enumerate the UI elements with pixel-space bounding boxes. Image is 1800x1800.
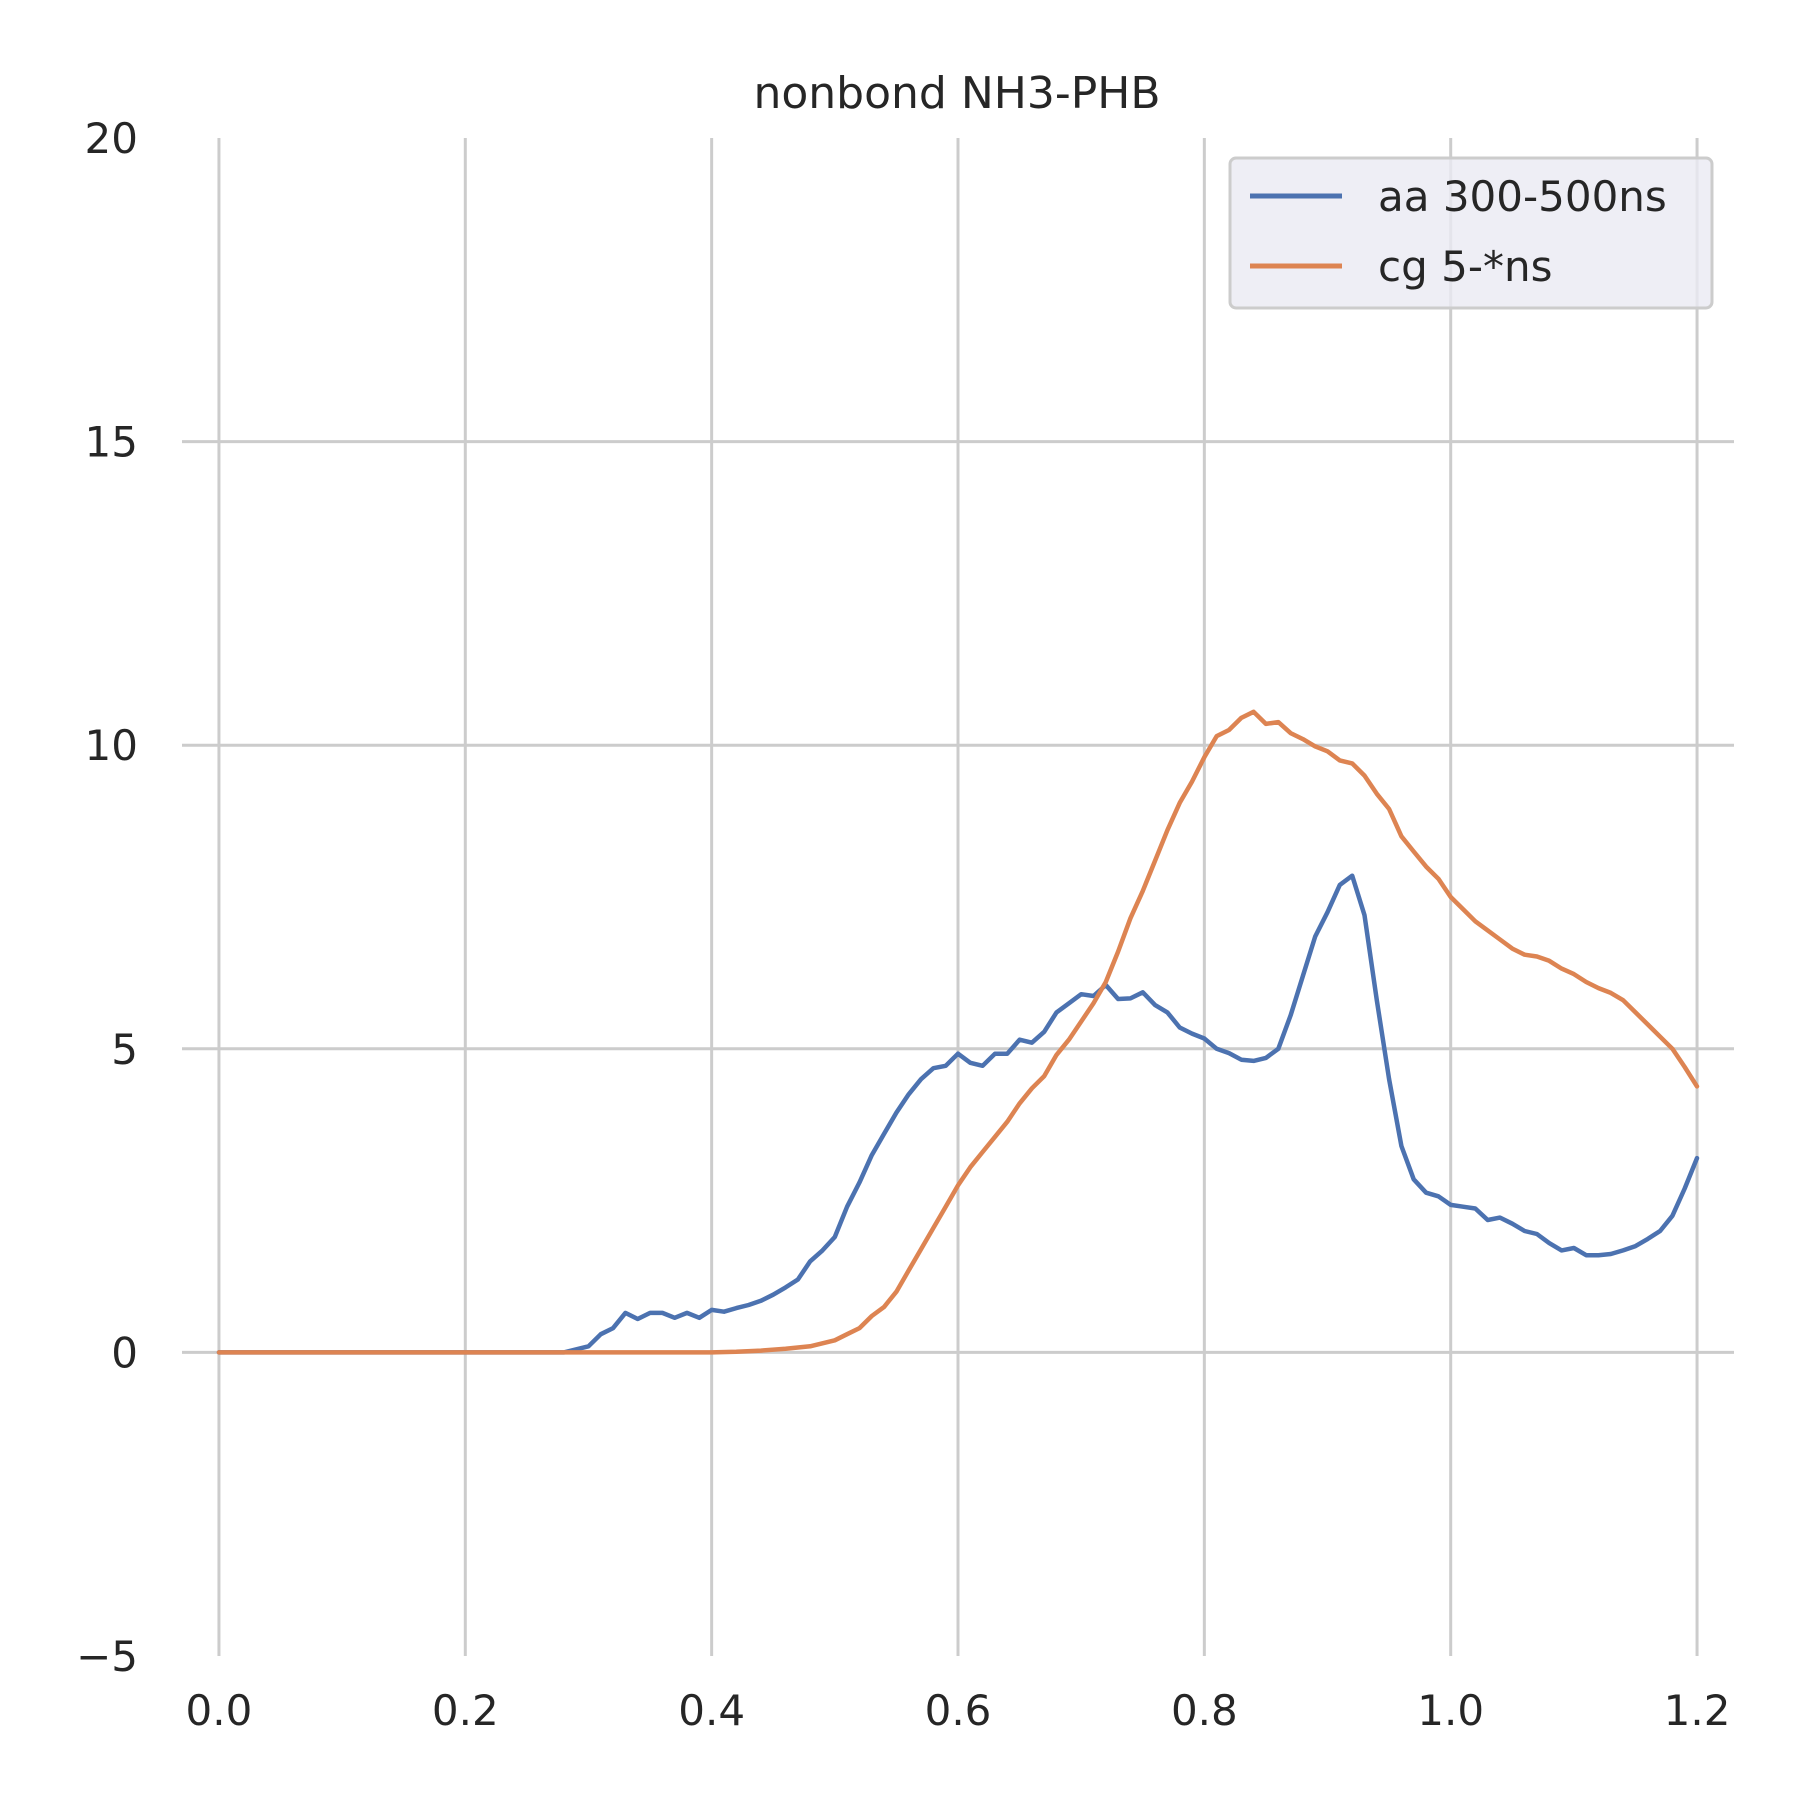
y-tick-label: 10 — [85, 721, 138, 770]
series-lines — [216, 709, 1700, 1355]
legend-label-1: aa 300-500ns — [1378, 172, 1667, 221]
series-line-1 — [216, 873, 1700, 1355]
x-tick-label: 0.8 — [1171, 1686, 1238, 1735]
y-tick-label: 20 — [85, 114, 138, 163]
legend-frame — [1228, 156, 1714, 310]
y-tick-label: 5 — [111, 1025, 138, 1074]
y-tick-label: −5 — [76, 1632, 138, 1681]
y-tick-labels: −5 0 5 10 15 20 — [76, 114, 138, 1681]
x-tick-label: 1.0 — [1417, 1686, 1484, 1735]
x-tick-label: 0.6 — [925, 1686, 992, 1735]
legend-label-2: cg 5-*ns — [1378, 242, 1552, 291]
x-tick-label: 0.2 — [432, 1686, 499, 1735]
x-tick-labels: 0.0 0.2 0.4 0.6 0.8 1.0 1.2 — [186, 1686, 1731, 1735]
y-tick-label: 15 — [85, 418, 138, 467]
legend: aa 300-500ns cg 5-*ns — [1228, 156, 1714, 310]
chart-title: nonbond NH3-PHB — [753, 68, 1160, 119]
grid — [182, 138, 1734, 1656]
x-tick-label: 0.0 — [186, 1686, 253, 1735]
y-tick-label: 0 — [111, 1328, 138, 1377]
x-tick-label: 1.2 — [1664, 1686, 1731, 1735]
x-tick-label: 0.4 — [678, 1686, 745, 1735]
series-line-2 — [216, 709, 1700, 1355]
